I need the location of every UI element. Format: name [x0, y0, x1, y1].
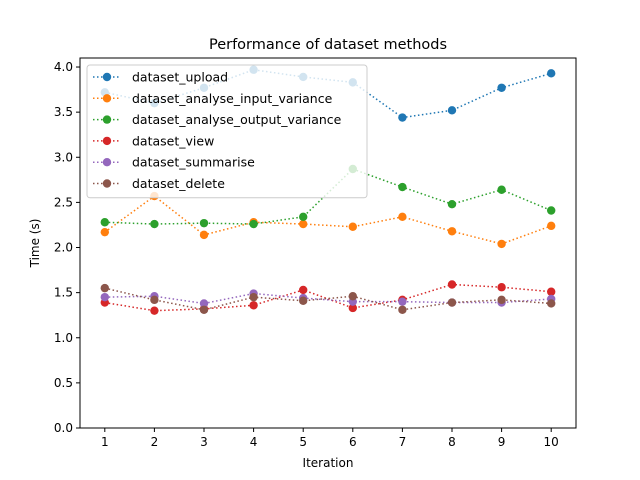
series-line [104, 287, 552, 311]
data-point [348, 292, 357, 301]
data-point [447, 199, 457, 209]
x-tick-label: 9 [498, 435, 506, 449]
data-point [497, 239, 506, 249]
data-point [199, 305, 209, 314]
y-tick-label: 3.5 [54, 105, 73, 119]
data-point [199, 230, 209, 240]
legend-marker [102, 179, 112, 188]
x-tick-label: 1 [101, 435, 109, 449]
x-axis-label: Iteration [303, 456, 354, 470]
legend-marker [102, 158, 112, 167]
y-axis-label: Time (s) [28, 219, 42, 269]
data-point [299, 296, 308, 305]
legend-label: dataset_upload [132, 70, 228, 85]
legend-label: dataset_view [132, 133, 214, 148]
data-point [199, 218, 209, 228]
data-point [497, 283, 506, 292]
x-tick-label: 2 [151, 435, 159, 449]
legend-item: dataset_summarise [93, 155, 255, 170]
series-line [104, 195, 552, 245]
series-line [104, 283, 552, 312]
data-point [249, 219, 258, 229]
data-point [447, 227, 457, 236]
legend: dataset_upload dataset_analyse_input_vari… [86, 64, 368, 199]
legend-marker [102, 94, 112, 103]
data-point [348, 303, 357, 313]
y-tick-label: 3.0 [54, 150, 73, 164]
y-tick-label: 1.5 [54, 286, 73, 300]
series-dataset_summarise [100, 289, 556, 308]
series-line [104, 292, 552, 305]
data-point [100, 283, 110, 293]
x-tick-label: 5 [299, 435, 307, 449]
data-point [547, 69, 556, 78]
legend-item: dataset_view [93, 133, 214, 148]
data-point [100, 218, 110, 227]
data-point [447, 280, 457, 289]
legend-label: dataset_analyse_output_variance [132, 112, 342, 127]
data-point [100, 227, 110, 237]
legend-label: dataset_analyse_input_variance [132, 91, 333, 106]
data-point [547, 221, 556, 231]
series-dataset_delete [100, 283, 556, 314]
x-tick-label: 6 [349, 435, 357, 449]
legend-item: dataset_upload [93, 70, 228, 85]
data-point [398, 212, 407, 222]
y-axis: 0.0 0.5 1.0 1.5 2.0 2.5 3.0 3.5 4.0 [54, 60, 80, 435]
data-point [150, 306, 159, 315]
y-tick-label: 1.0 [54, 331, 73, 345]
data-point [547, 287, 556, 296]
data-point [547, 299, 556, 308]
legend-item: dataset_delete [93, 176, 225, 191]
legend-marker [102, 136, 112, 146]
legend-label: dataset_summarise [132, 155, 255, 170]
chart-title: Performance of dataset methods [209, 37, 447, 53]
x-tick-label: 10 [544, 435, 559, 449]
data-point [398, 297, 407, 306]
data-point [249, 292, 258, 302]
x-axis: 1 2 3 4 5 6 7 8 9 10 [101, 428, 559, 449]
legend-box [86, 64, 368, 199]
legend-marker [102, 115, 112, 124]
data-point [398, 182, 407, 192]
y-tick-label: 4.0 [54, 60, 73, 74]
data-point [299, 212, 308, 222]
data-point [497, 185, 506, 194]
data-point [497, 83, 506, 92]
legend-item: dataset_analyse_input_variance [93, 91, 333, 106]
data-point [447, 298, 457, 307]
data-point [497, 295, 506, 305]
x-tick-label: 8 [448, 435, 456, 449]
y-tick-label: 0.0 [54, 421, 73, 435]
data-point [547, 206, 556, 215]
data-point [447, 106, 457, 115]
axes-frame [79, 57, 577, 429]
data-point [150, 219, 159, 229]
series-dataset_analyse_input_variance [100, 191, 556, 249]
data-point [299, 219, 308, 229]
data-point [398, 113, 407, 122]
data-point [150, 295, 159, 305]
y-tick-label: 0.5 [54, 376, 73, 390]
data-point [249, 301, 258, 310]
legend-marker [102, 72, 112, 82]
data-point [299, 285, 308, 295]
x-tick-label: 4 [250, 435, 258, 449]
y-tick-label: 2.0 [54, 241, 73, 255]
data-point [348, 222, 357, 231]
data-point [398, 305, 407, 314]
data-point [199, 299, 209, 308]
legend-item: dataset_analyse_output_variance [93, 112, 342, 127]
y-tick-label: 2.5 [54, 195, 73, 209]
plot-area [100, 65, 556, 315]
data-point [100, 292, 110, 302]
x-tick-label: 3 [200, 435, 208, 449]
x-tick-label: 7 [399, 435, 407, 449]
legend-label: dataset_delete [132, 176, 225, 191]
